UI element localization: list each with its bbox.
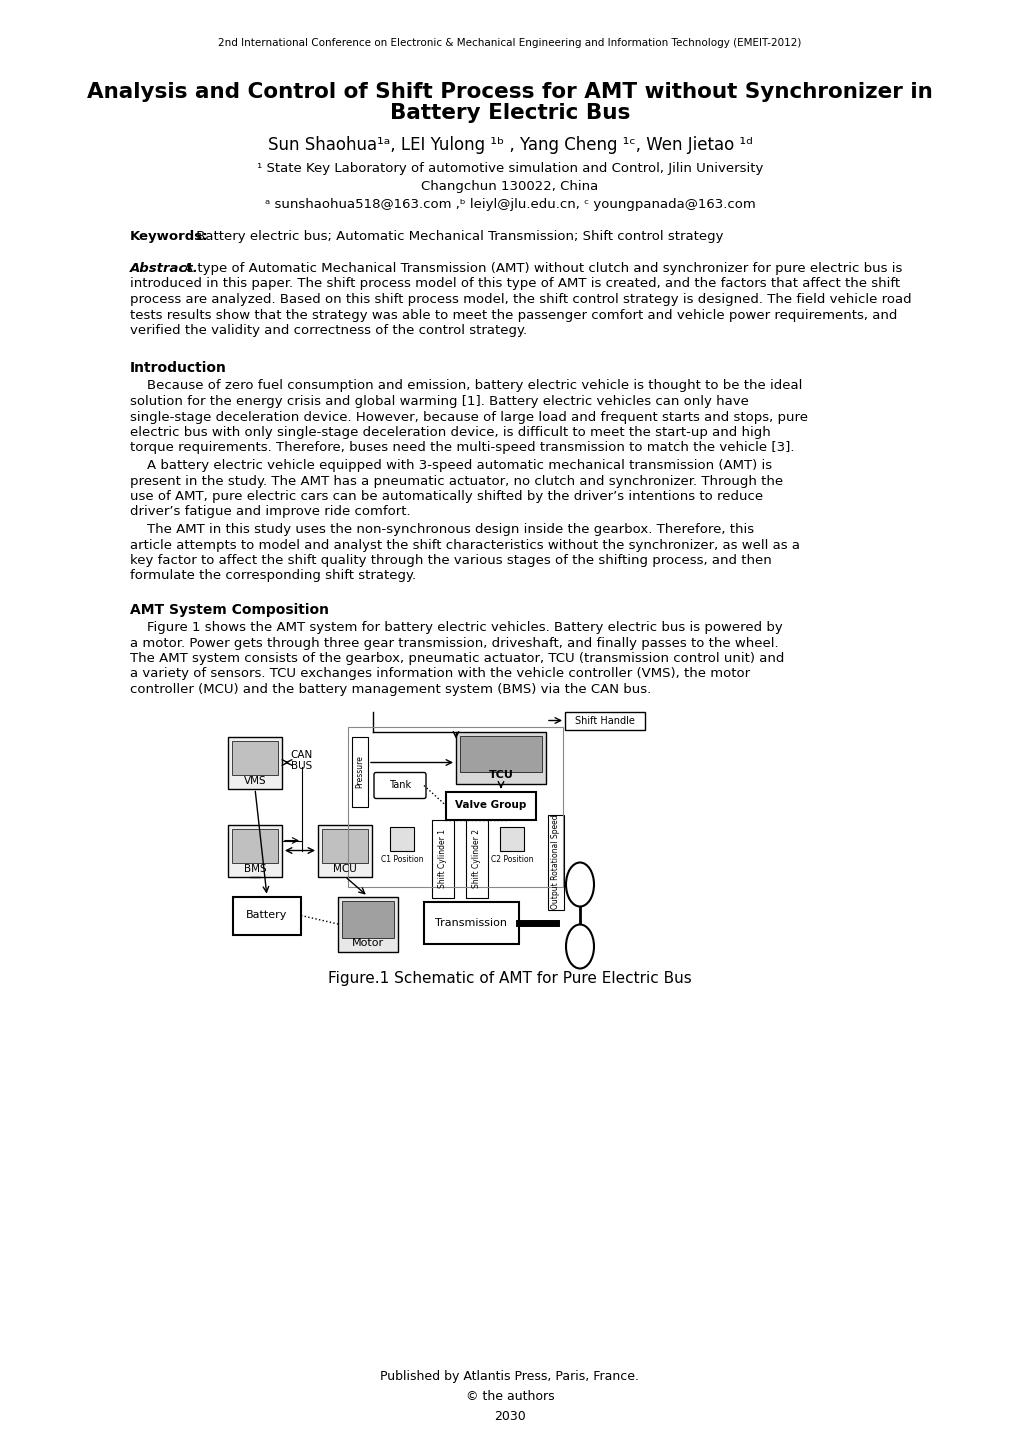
Text: Tank: Tank bbox=[388, 780, 411, 790]
Text: MCU: MCU bbox=[333, 864, 357, 874]
Text: key factor to affect the shift quality through the various stages of the shiftin: key factor to affect the shift quality t… bbox=[129, 554, 771, 567]
Bar bbox=[228, 825, 281, 877]
Bar bbox=[455, 731, 545, 783]
Text: A type of Automatic Mechanical Transmission (AMT) without clutch and synchronize: A type of Automatic Mechanical Transmiss… bbox=[183, 262, 902, 275]
Text: Keywords:: Keywords: bbox=[129, 231, 208, 244]
Text: TCU: TCU bbox=[488, 770, 513, 780]
Text: Figure 1 shows the AMT system for battery electric vehicles. Battery electric bu: Figure 1 shows the AMT system for batter… bbox=[129, 622, 782, 634]
Text: CAN
BUS: CAN BUS bbox=[290, 750, 313, 771]
Text: verified the validity and correctness of the control strategy.: verified the validity and correctness of… bbox=[129, 324, 527, 337]
Bar bbox=[231, 741, 278, 774]
Text: torque requirements. Therefore, buses need the multi-speed transmission to match: torque requirements. Therefore, buses ne… bbox=[129, 441, 794, 454]
Text: formulate the corresponding shift strategy.: formulate the corresponding shift strate… bbox=[129, 570, 416, 583]
Bar bbox=[565, 711, 644, 730]
Ellipse shape bbox=[566, 924, 593, 969]
Text: a motor. Power gets through three gear transmission, driveshaft, and finally pas: a motor. Power gets through three gear t… bbox=[129, 636, 777, 649]
Text: ᵃ sunshaohua518@163.com ,ᵇ leiyl@jlu.edu.cn, ᶜ youngpanada@163.com: ᵃ sunshaohua518@163.com ,ᵇ leiyl@jlu.edu… bbox=[264, 198, 755, 211]
Bar bbox=[318, 825, 372, 877]
Text: The AMT in this study uses the non-synchronous design inside the gearbox. Theref: The AMT in this study uses the non-synch… bbox=[129, 523, 753, 536]
Ellipse shape bbox=[566, 862, 593, 907]
Text: electric bus with only single-stage deceleration device, is difficult to meet th: electric bus with only single-stage dece… bbox=[129, 425, 770, 438]
Bar bbox=[499, 826, 524, 851]
Bar bbox=[228, 737, 281, 789]
Text: 2030: 2030 bbox=[493, 1410, 526, 1423]
Text: single-stage deceleration device. However, because of large load and frequent st: single-stage deceleration device. Howeve… bbox=[129, 411, 807, 424]
Text: C2 Position: C2 Position bbox=[490, 855, 533, 864]
Text: Battery: Battery bbox=[246, 910, 287, 920]
Text: Figure.1 Schematic of AMT for Pure Electric Bus: Figure.1 Schematic of AMT for Pure Elect… bbox=[328, 972, 691, 986]
Text: process are analyzed. Based on this shift process model, the shift control strat: process are analyzed. Based on this shif… bbox=[129, 293, 911, 306]
Text: Pressure: Pressure bbox=[356, 756, 364, 787]
Text: 2nd International Conference on Electronic & Mechanical Engineering and Informat: 2nd International Conference on Electron… bbox=[218, 37, 801, 48]
Bar bbox=[460, 735, 541, 771]
Text: article attempts to model and analyst the shift characteristics without the sync: article attempts to model and analyst th… bbox=[129, 538, 799, 551]
Text: Motor: Motor bbox=[352, 937, 384, 947]
Bar bbox=[231, 829, 278, 862]
Bar bbox=[389, 826, 414, 851]
Bar bbox=[547, 815, 564, 910]
Text: The AMT system consists of the gearbox, pneumatic actuator, TCU (transmission co: The AMT system consists of the gearbox, … bbox=[129, 652, 784, 665]
Bar bbox=[322, 829, 368, 862]
Text: A battery electric vehicle equipped with 3-speed automatic mechanical transmissi: A battery electric vehicle equipped with… bbox=[129, 459, 771, 472]
Text: Battery electric bus; Automatic Mechanical Transmission; Shift control strategy: Battery electric bus; Automatic Mechanic… bbox=[192, 231, 722, 244]
Text: C1 Position: C1 Position bbox=[380, 855, 423, 864]
Bar bbox=[341, 900, 393, 937]
Text: Introduction: Introduction bbox=[129, 362, 226, 375]
Text: Transmission: Transmission bbox=[435, 917, 507, 927]
Text: Battery Electric Bus: Battery Electric Bus bbox=[389, 102, 630, 123]
Text: Shift Cylinder 2: Shift Cylinder 2 bbox=[472, 829, 481, 888]
Text: driver’s fatigue and improve ride comfort.: driver’s fatigue and improve ride comfor… bbox=[129, 506, 411, 519]
Text: Valve Group: Valve Group bbox=[454, 800, 526, 810]
Bar bbox=[352, 737, 368, 806]
Text: ¹ State Key Laboratory of automotive simulation and Control, Jilin University: ¹ State Key Laboratory of automotive sim… bbox=[257, 162, 762, 174]
Bar bbox=[337, 897, 397, 952]
Text: controller (MCU) and the battery management system (BMS) via the CAN bus.: controller (MCU) and the battery managem… bbox=[129, 684, 650, 696]
Text: a variety of sensors. TCU exchanges information with the vehicle controller (VMS: a variety of sensors. TCU exchanges info… bbox=[129, 668, 749, 681]
Bar bbox=[445, 792, 535, 819]
Text: tests results show that the strategy was able to meet the passenger comfort and : tests results show that the strategy was… bbox=[129, 309, 897, 322]
Text: BMS: BMS bbox=[244, 864, 266, 874]
Text: Because of zero fuel consumption and emission, battery electric vehicle is thoug: Because of zero fuel consumption and emi… bbox=[129, 379, 802, 392]
Text: introduced in this paper. The shift process model of this type of AMT is created: introduced in this paper. The shift proc… bbox=[129, 277, 899, 290]
Text: Sun Shaohua¹ᵃ, LEI Yulong ¹ᵇ , Yang Cheng ¹ᶜ, Wen Jietao ¹ᵈ: Sun Shaohua¹ᵃ, LEI Yulong ¹ᵇ , Yang Chen… bbox=[267, 136, 752, 154]
Text: Shift Cylinder 1: Shift Cylinder 1 bbox=[438, 829, 447, 888]
Bar bbox=[424, 901, 519, 943]
Bar bbox=[432, 819, 453, 897]
FancyBboxPatch shape bbox=[374, 773, 426, 799]
Bar bbox=[347, 727, 562, 887]
Bar bbox=[232, 897, 301, 934]
Text: Changchun 130022, China: Changchun 130022, China bbox=[421, 180, 598, 193]
Text: Shift Handle: Shift Handle bbox=[575, 715, 634, 725]
Bar bbox=[466, 819, 487, 897]
Text: Published by Atlantis Press, Paris, France.: Published by Atlantis Press, Paris, Fran… bbox=[380, 1370, 639, 1383]
Text: VMS: VMS bbox=[244, 776, 266, 786]
Text: Analysis and Control of Shift Process for AMT without Synchronizer in: Analysis and Control of Shift Process fo… bbox=[87, 82, 932, 102]
Text: solution for the energy crisis and global warming [1]. Battery electric vehicles: solution for the energy crisis and globa… bbox=[129, 395, 748, 408]
Text: © the authors: © the authors bbox=[466, 1390, 553, 1403]
Text: use of AMT, pure electric cars can be automatically shifted by the driver’s inte: use of AMT, pure electric cars can be au… bbox=[129, 490, 762, 503]
Text: Abstract.: Abstract. bbox=[129, 262, 199, 275]
Text: Output Rotational Speed: Output Rotational Speed bbox=[551, 815, 560, 910]
Text: present in the study. The AMT has a pneumatic actuator, no clutch and synchroniz: present in the study. The AMT has a pneu… bbox=[129, 474, 783, 487]
Text: AMT System Composition: AMT System Composition bbox=[129, 603, 329, 617]
